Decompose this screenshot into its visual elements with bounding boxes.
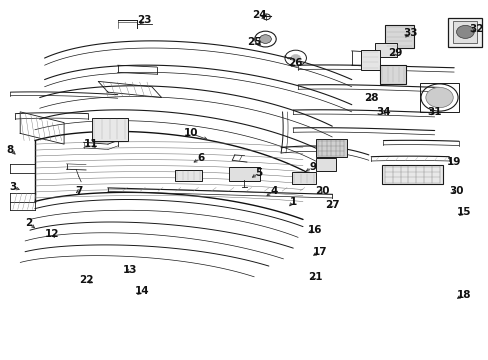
Circle shape [456, 26, 473, 39]
Text: 10: 10 [183, 129, 198, 138]
Text: 26: 26 [288, 58, 303, 68]
Text: 14: 14 [135, 286, 149, 296]
Text: 28: 28 [363, 93, 378, 103]
Text: 21: 21 [307, 272, 322, 282]
Text: 6: 6 [197, 153, 204, 163]
FancyBboxPatch shape [315, 158, 335, 171]
Text: 27: 27 [325, 200, 339, 210]
Text: 3: 3 [9, 182, 17, 192]
Text: 24: 24 [251, 10, 266, 20]
FancyBboxPatch shape [382, 165, 442, 184]
FancyBboxPatch shape [374, 43, 396, 57]
FancyBboxPatch shape [175, 170, 201, 181]
FancyBboxPatch shape [452, 22, 476, 42]
Text: 11: 11 [83, 139, 98, 149]
Text: 30: 30 [448, 186, 463, 196]
FancyBboxPatch shape [92, 118, 128, 140]
Text: 23: 23 [137, 15, 151, 26]
Text: 7: 7 [75, 186, 82, 196]
Text: 15: 15 [456, 207, 470, 217]
Text: 12: 12 [44, 229, 59, 239]
Text: 5: 5 [255, 168, 262, 178]
Text: 20: 20 [315, 186, 329, 196]
Text: 32: 32 [468, 24, 482, 35]
FancyBboxPatch shape [228, 167, 260, 181]
Text: 19: 19 [446, 157, 460, 167]
Text: 1: 1 [289, 197, 296, 207]
Text: 8: 8 [7, 144, 14, 154]
Text: 31: 31 [427, 107, 441, 117]
FancyBboxPatch shape [384, 25, 413, 48]
Text: 22: 22 [79, 275, 93, 285]
FancyBboxPatch shape [447, 18, 482, 46]
Text: 29: 29 [387, 48, 402, 58]
FancyBboxPatch shape [379, 65, 406, 84]
Text: 4: 4 [269, 186, 277, 196]
Text: 33: 33 [402, 28, 417, 38]
Text: 9: 9 [308, 162, 316, 172]
FancyBboxPatch shape [360, 50, 379, 69]
Text: 18: 18 [456, 290, 470, 300]
Circle shape [259, 35, 271, 43]
Text: 17: 17 [312, 247, 327, 257]
Text: 25: 25 [246, 37, 261, 47]
Text: 16: 16 [307, 225, 322, 235]
Circle shape [290, 54, 300, 62]
FancyBboxPatch shape [315, 139, 346, 157]
FancyBboxPatch shape [292, 172, 316, 184]
Text: 34: 34 [375, 107, 390, 117]
Text: 2: 2 [25, 218, 33, 228]
Text: 13: 13 [122, 265, 137, 275]
Circle shape [425, 87, 452, 108]
